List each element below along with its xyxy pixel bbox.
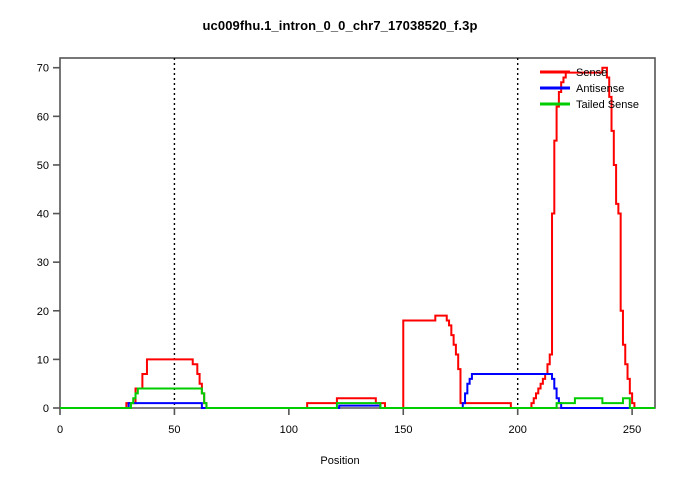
y-tick-label: 60 (37, 111, 49, 123)
y-tick-label: 30 (37, 257, 49, 269)
x-tick-label: 200 (509, 424, 527, 436)
series-line-sense (60, 66, 655, 409)
x-tick-label: 0 (57, 424, 63, 436)
y-tick-label: 70 (37, 63, 49, 75)
legend-label-antisense: Antisense (576, 83, 624, 95)
y-tick-label: 20 (37, 306, 49, 318)
y-tick-label: 50 (37, 160, 49, 172)
x-tick-label: 150 (394, 424, 412, 436)
x-tick-label: 250 (623, 424, 641, 436)
series-line-tailed-sense (60, 387, 655, 409)
y-tick-label: 0 (43, 403, 49, 415)
plot-frame (59, 57, 656, 409)
x-tick-label: 100 (280, 424, 298, 436)
legend-label-sense: Sense (576, 67, 607, 79)
y-tick-label: 40 (37, 209, 49, 221)
x-axis-label: Position (320, 455, 360, 467)
series-line-antisense (60, 372, 655, 409)
legend-label-tailed-sense: Tailed Sense (576, 99, 639, 111)
y-tick-label: 10 (37, 354, 49, 366)
chart-title: uc009fhu.1_intron_0_0_chr7_17038520_f.3p (202, 18, 478, 33)
x-tick-label: 50 (168, 424, 180, 436)
